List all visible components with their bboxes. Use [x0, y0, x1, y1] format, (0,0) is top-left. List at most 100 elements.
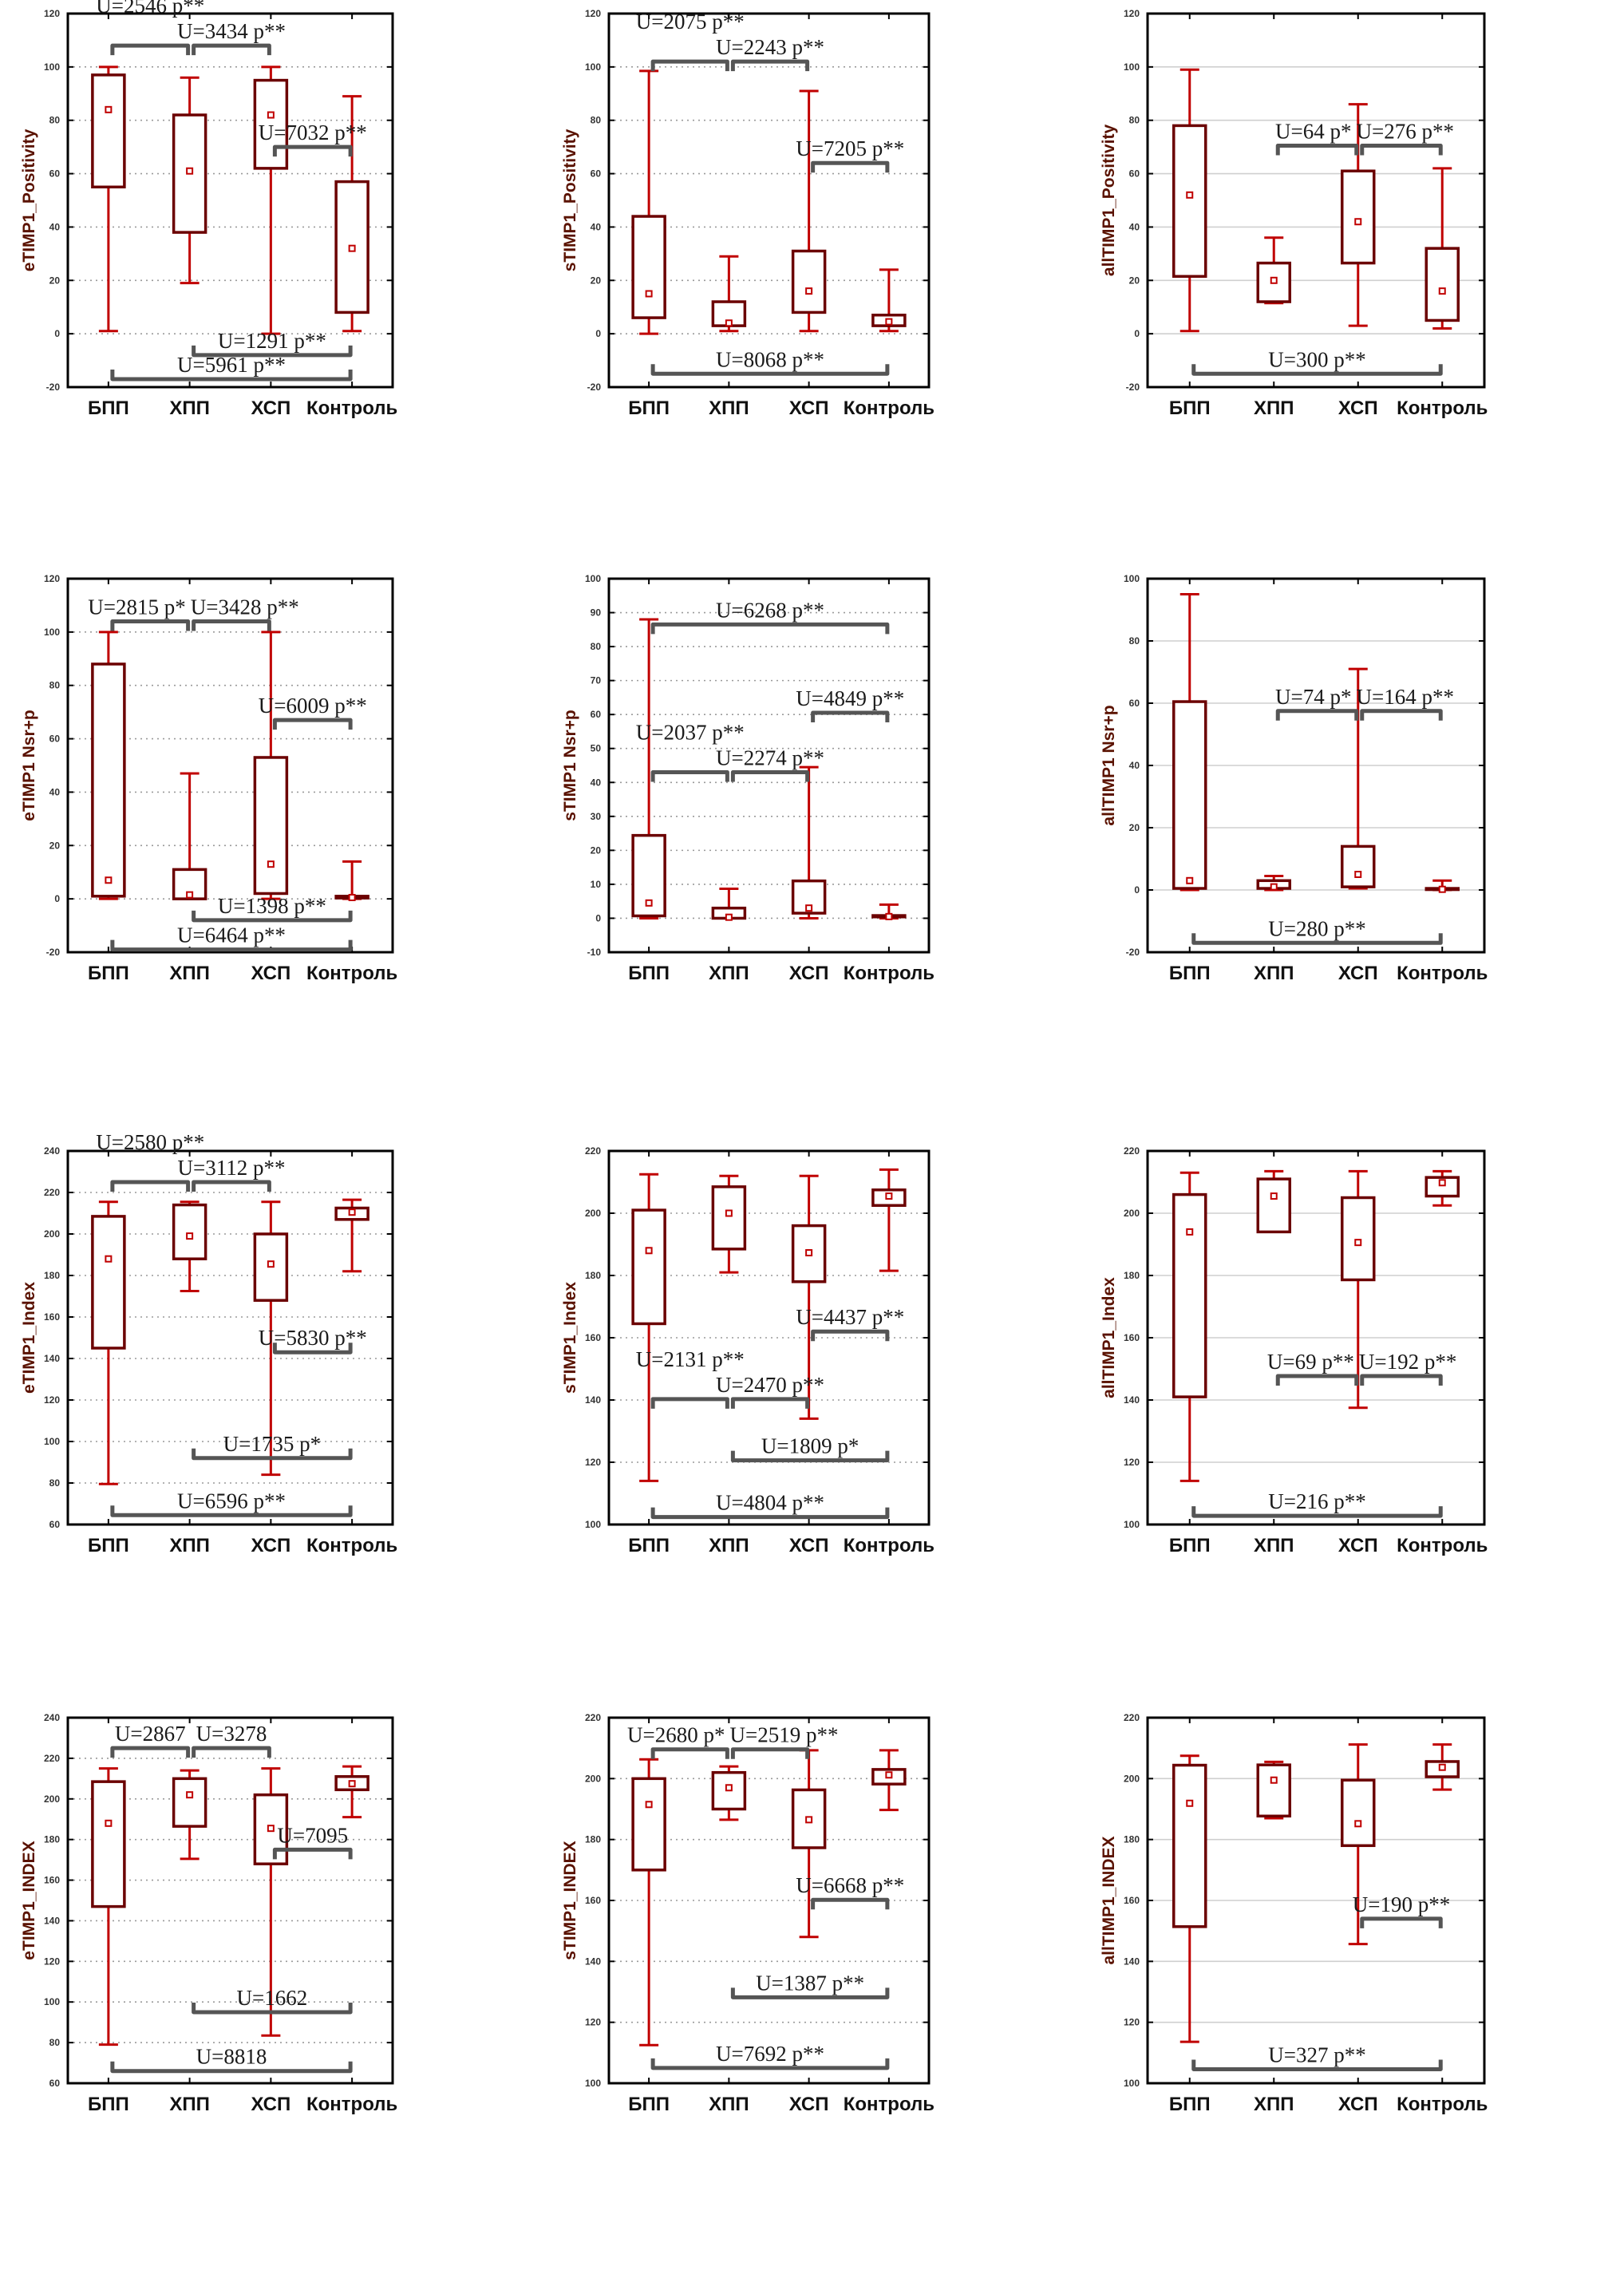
iqr-box	[711, 1185, 747, 1251]
median-point	[1186, 191, 1194, 199]
y-tick-label: 60	[49, 2078, 61, 2089]
y-tick-label: 120	[585, 8, 601, 19]
category-label: Контроль	[844, 397, 934, 419]
y-tick-label: 80	[49, 2037, 61, 2048]
boxplot-panel: 60 80 100 120 140 160 180 200 220 240 БПП ХПП ХСП Кон…	[20, 1712, 397, 2115]
y-axis-label: sTIMP1_Index	[561, 1282, 579, 1394]
y-tick-label: 200	[585, 1208, 601, 1219]
significance-label: U=327 p**	[1268, 2043, 1365, 2066]
significance-label: U=190 p**	[1353, 1892, 1450, 1916]
box-1	[711, 1174, 747, 1274]
y-tick-label: 60	[49, 168, 61, 180]
median-point	[885, 1771, 893, 1779]
y-tick-label: 100	[1124, 61, 1140, 73]
boxplot-panel: -10 0 10 20 30 40 50 60 70 80 90 100 БПП ХПП ХСП Контро…	[561, 573, 934, 984]
significance-label: U=276 p**	[1357, 119, 1454, 143]
category-label: ХСП	[251, 963, 291, 984]
significance-bracket	[650, 622, 890, 635]
y-tick-label: 20	[591, 275, 602, 286]
iqr-box	[253, 78, 289, 170]
significance-bracket	[1360, 1374, 1443, 1386]
y-tick-label: 120	[585, 1457, 601, 1468]
significance-bracket	[110, 369, 353, 382]
y-tick-label: 200	[44, 1793, 60, 1805]
box-0	[1172, 1754, 1207, 2043]
y-tick-label: 160	[44, 1311, 60, 1323]
significance-bracket	[110, 1180, 191, 1192]
category-label: ХСП	[789, 1535, 829, 1556]
significance-label: U=2470 p**	[716, 1373, 824, 1397]
significance-label: U=1662	[237, 1986, 308, 2010]
category-label: Контроль	[1397, 2094, 1488, 2115]
category-label: ХПП	[709, 397, 749, 419]
significance-label: U=164 p**	[1357, 685, 1454, 709]
median-point	[725, 1784, 733, 1792]
plot-frame	[1146, 12, 1486, 389]
significance-bracket	[272, 144, 353, 157]
y-tick-label: 20	[1129, 275, 1140, 286]
significance-label: U=6268 p**	[716, 598, 824, 622]
category-label: ХСП	[1338, 963, 1378, 984]
boxplot-panel: 100 120 140 160 180 200 220 БПП ХПП ХСП Контроль al…	[1100, 1712, 1488, 2115]
significance-bracket	[1191, 2059, 1443, 2071]
y-tick-label: 120	[1124, 8, 1140, 19]
median-point	[1438, 1179, 1446, 1187]
box-0	[631, 618, 666, 919]
y-tick-label: 0	[54, 893, 60, 904]
y-tick-label: 90	[591, 607, 602, 619]
y-tick-label: 120	[585, 2017, 601, 2028]
box-3	[871, 1168, 907, 1272]
y-axis-label: allTIMP1_Positivity	[1100, 125, 1118, 277]
significance-bracket	[192, 1448, 353, 1461]
significance-label: U=2037 p**	[636, 721, 745, 745]
box-2	[1341, 103, 1376, 327]
y-tick-label: 20	[49, 840, 61, 851]
box-0	[91, 65, 126, 333]
iqr-box	[172, 1203, 207, 1260]
plot-frame	[1146, 1716, 1486, 2085]
y-tick-label: 40	[591, 221, 602, 232]
significance-bracket	[730, 1450, 890, 1463]
y-tick-label: 160	[44, 1875, 60, 1886]
category-label: БПП	[628, 2094, 670, 2115]
y-axis-label: eTIMP1 Nsr+p	[20, 710, 38, 821]
significance-bracket	[650, 1397, 729, 1409]
y-tick-label: -20	[46, 382, 61, 393]
significance-label: U=2815 p*	[88, 595, 185, 619]
significance-bracket	[192, 345, 353, 358]
median-point	[1438, 1763, 1446, 1771]
iqr-box	[1172, 124, 1207, 279]
significance-bracket	[811, 710, 890, 723]
y-tick-label: 200	[44, 1228, 60, 1240]
y-tick-label: 80	[1129, 635, 1140, 647]
median-point	[885, 1192, 893, 1200]
category-label: Контроль	[844, 1535, 934, 1556]
significance-bracket	[272, 1343, 353, 1354]
y-tick-label: 180	[585, 1270, 601, 1281]
box-0	[91, 631, 126, 900]
median-point	[805, 904, 813, 912]
category-label: ХСП	[251, 2094, 291, 2115]
significance-label: U=74 p*	[1275, 685, 1351, 709]
significance-label: U=7692 p**	[716, 2042, 824, 2066]
significance-label: U=6596 p**	[177, 1489, 286, 1513]
y-tick-label: 220	[1124, 1145, 1140, 1157]
y-tick-label: 140	[44, 1915, 60, 1926]
median-point	[1270, 1776, 1278, 1784]
y-tick-label: 160	[1124, 1895, 1140, 1906]
significance-label: U=4437 p**	[796, 1305, 904, 1329]
category-label: БПП	[1169, 1535, 1211, 1556]
significance-bracket	[192, 910, 353, 923]
boxplot-panel: 60 80 100 120 140 160 180 200 220 240 БПП ХПП ХСП Кон…	[20, 1130, 397, 1556]
median-point	[186, 1791, 194, 1799]
significance-label: U=69 p**	[1267, 1350, 1354, 1374]
category-label: БПП	[88, 1535, 129, 1556]
box-2	[253, 1767, 289, 2037]
y-axis-label: eTIMP1_Positivity	[20, 129, 38, 271]
y-tick-label: 100	[1124, 573, 1140, 584]
median-point	[105, 105, 113, 113]
significance-bracket	[1275, 143, 1359, 156]
category-label: ХПП	[1254, 397, 1294, 419]
category-label: ХПП	[709, 1535, 749, 1556]
significance-label: U=1387 p**	[756, 1971, 864, 1995]
